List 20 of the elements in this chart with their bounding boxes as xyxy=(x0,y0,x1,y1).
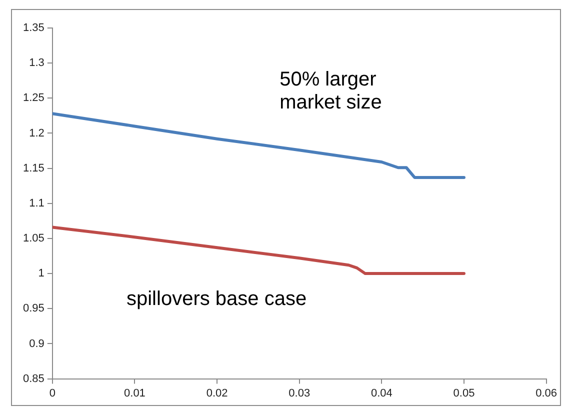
y-tick-label: 1.3 xyxy=(29,57,44,70)
y-tick-label: 0.95 xyxy=(22,302,44,315)
y-tick-label: 1.1 xyxy=(29,197,44,210)
x-tick-label: 0.02 xyxy=(206,387,228,400)
x-tick-label: 0.04 xyxy=(370,387,392,400)
y-tick-label: 1.25 xyxy=(22,92,44,104)
y-tick-label: 0.85 xyxy=(22,372,44,385)
series-label: spillovers base case xyxy=(126,288,307,310)
x-tick-label: 0.06 xyxy=(536,387,558,400)
y-tick-label: 1.35 xyxy=(22,22,44,34)
x-tick-label: 0 xyxy=(49,387,56,400)
x-tick-label: 0.01 xyxy=(124,387,146,400)
x-tick-label: 0.03 xyxy=(288,387,310,400)
y-tick-label: 1.2 xyxy=(29,127,44,140)
series-label: 50% larger market size xyxy=(280,68,382,114)
y-tick-label: 0.9 xyxy=(29,338,44,350)
y-tick-label: 1.05 xyxy=(22,232,44,245)
y-tick-label: 1 xyxy=(38,268,44,280)
x-tick-label: 0.05 xyxy=(453,387,475,400)
y-tick-label: 1.15 xyxy=(22,162,44,174)
